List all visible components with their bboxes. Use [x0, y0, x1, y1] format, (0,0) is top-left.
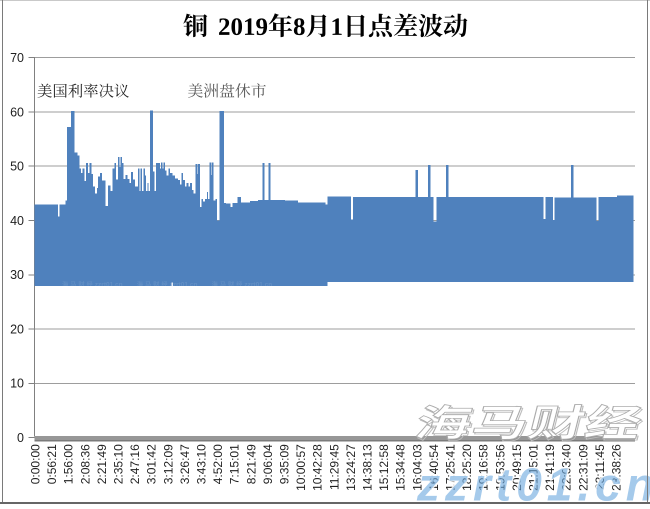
- svg-text:zzrt01.cn: zzrt01.cn: [95, 281, 123, 288]
- svg-text:0:00:00: 0:00:00: [29, 444, 43, 484]
- svg-text:zzrt01.cn: zzrt01.cn: [244, 281, 272, 288]
- svg-text:zzrt01.cn: zzrt01.cn: [170, 281, 198, 288]
- svg-text:40: 40: [10, 214, 24, 228]
- svg-text:3:12:09: 3:12:09: [161, 444, 175, 484]
- svg-text:13:24:27: 13:24:27: [344, 444, 358, 491]
- svg-text:15:12:58: 15:12:58: [377, 444, 391, 491]
- svg-text:9:35:09: 9:35:09: [278, 444, 292, 484]
- svg-text:3:01:42: 3:01:42: [145, 444, 159, 484]
- svg-text:30: 30: [10, 268, 24, 282]
- svg-text:70: 70: [10, 51, 24, 65]
- svg-text:10:00:57: 10:00:57: [294, 444, 308, 491]
- svg-text:2:35:10: 2:35:10: [112, 444, 126, 484]
- svg-text:zzrt01.cn: zzrt01.cn: [416, 459, 650, 505]
- svg-text:14:38:13: 14:38:13: [361, 444, 375, 491]
- svg-text:60: 60: [10, 105, 24, 119]
- svg-text:0:56:21: 0:56:21: [45, 444, 59, 484]
- svg-text:10:42:28: 10:42:28: [311, 444, 325, 491]
- svg-text:2:47:16: 2:47:16: [128, 444, 142, 484]
- svg-text:20: 20: [10, 322, 24, 336]
- svg-text:3:26:47: 3:26:47: [178, 444, 192, 484]
- svg-text:9:06:04: 9:06:04: [261, 444, 275, 484]
- svg-text:4:52:00: 4:52:00: [211, 444, 225, 484]
- svg-text:10: 10: [10, 377, 24, 391]
- svg-text:2:08:36: 2:08:36: [78, 444, 92, 484]
- svg-text:1:56:00: 1:56:00: [62, 444, 76, 484]
- svg-text:0: 0: [17, 431, 24, 445]
- svg-text:11:29:45: 11:29:45: [327, 444, 341, 490]
- svg-text:8:21:49: 8:21:49: [244, 444, 258, 484]
- svg-text:15:34:48: 15:34:48: [394, 444, 408, 491]
- svg-text:50: 50: [10, 160, 24, 174]
- svg-text:2:21:49: 2:21:49: [95, 444, 109, 484]
- svg-text:7:15:01: 7:15:01: [228, 444, 242, 484]
- svg-text:3:43:10: 3:43:10: [195, 444, 209, 484]
